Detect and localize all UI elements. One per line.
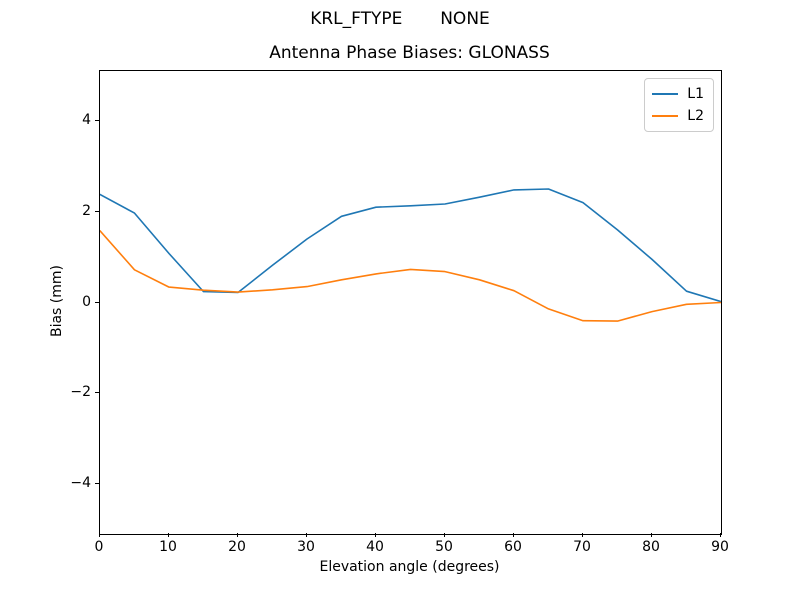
y-axis-label: Bias (mm) <box>49 264 65 338</box>
x-tick-mark <box>99 533 100 537</box>
legend-item-label: L2 <box>687 108 704 124</box>
x-tick-mark <box>237 533 238 537</box>
legend-item: L2 <box>652 105 704 127</box>
x-tick-label: 50 <box>435 539 453 555</box>
plot-area: L1 L2 <box>99 70 722 535</box>
y-tick-mark <box>95 119 99 121</box>
x-tick-mark <box>306 533 307 537</box>
y-tick-label: 0 <box>82 293 91 310</box>
x-tick-mark <box>582 533 583 537</box>
y-tick-mark <box>95 483 99 485</box>
legend-item-label: L1 <box>687 86 704 102</box>
y-tick-mark <box>95 301 99 303</box>
y-tick-label: −4 <box>70 475 91 492</box>
y-tick-mark <box>95 210 99 212</box>
x-tick-label: 10 <box>159 539 177 555</box>
figure-suptitle: KRL_FTYPE NONE <box>310 9 490 29</box>
x-tick-label: 40 <box>366 539 384 555</box>
x-tick-label: 60 <box>504 539 522 555</box>
series-line-L1 <box>100 188 721 303</box>
line-chart-svg <box>100 188 721 322</box>
x-tick-mark <box>513 533 514 537</box>
x-tick-label: 70 <box>573 539 591 555</box>
y-tick-label: 4 <box>82 111 91 128</box>
legend: L1 L2 <box>644 78 714 132</box>
x-tick-label: 90 <box>711 539 729 555</box>
y-tick-label: −2 <box>70 384 91 401</box>
legend-line-sample <box>652 115 679 117</box>
x-tick-label: 0 <box>94 539 104 555</box>
x-tick-label: 20 <box>228 539 246 555</box>
x-tick-mark <box>651 533 652 537</box>
y-tick-label: 2 <box>82 202 91 219</box>
x-axis-label: Elevation angle (degrees) <box>319 559 500 575</box>
x-tick-mark <box>720 533 721 537</box>
legend-item: L1 <box>652 83 704 105</box>
x-tick-mark <box>375 533 376 537</box>
y-tick-mark <box>95 392 99 394</box>
x-tick-label: 30 <box>297 539 315 555</box>
x-tick-mark <box>444 533 445 537</box>
x-tick-label: 80 <box>642 539 660 555</box>
x-tick-mark <box>168 533 169 537</box>
legend-line-sample <box>652 93 679 95</box>
chart-title: Antenna Phase Biases: GLONASS <box>269 43 550 63</box>
series-line-L2 <box>100 230 721 322</box>
